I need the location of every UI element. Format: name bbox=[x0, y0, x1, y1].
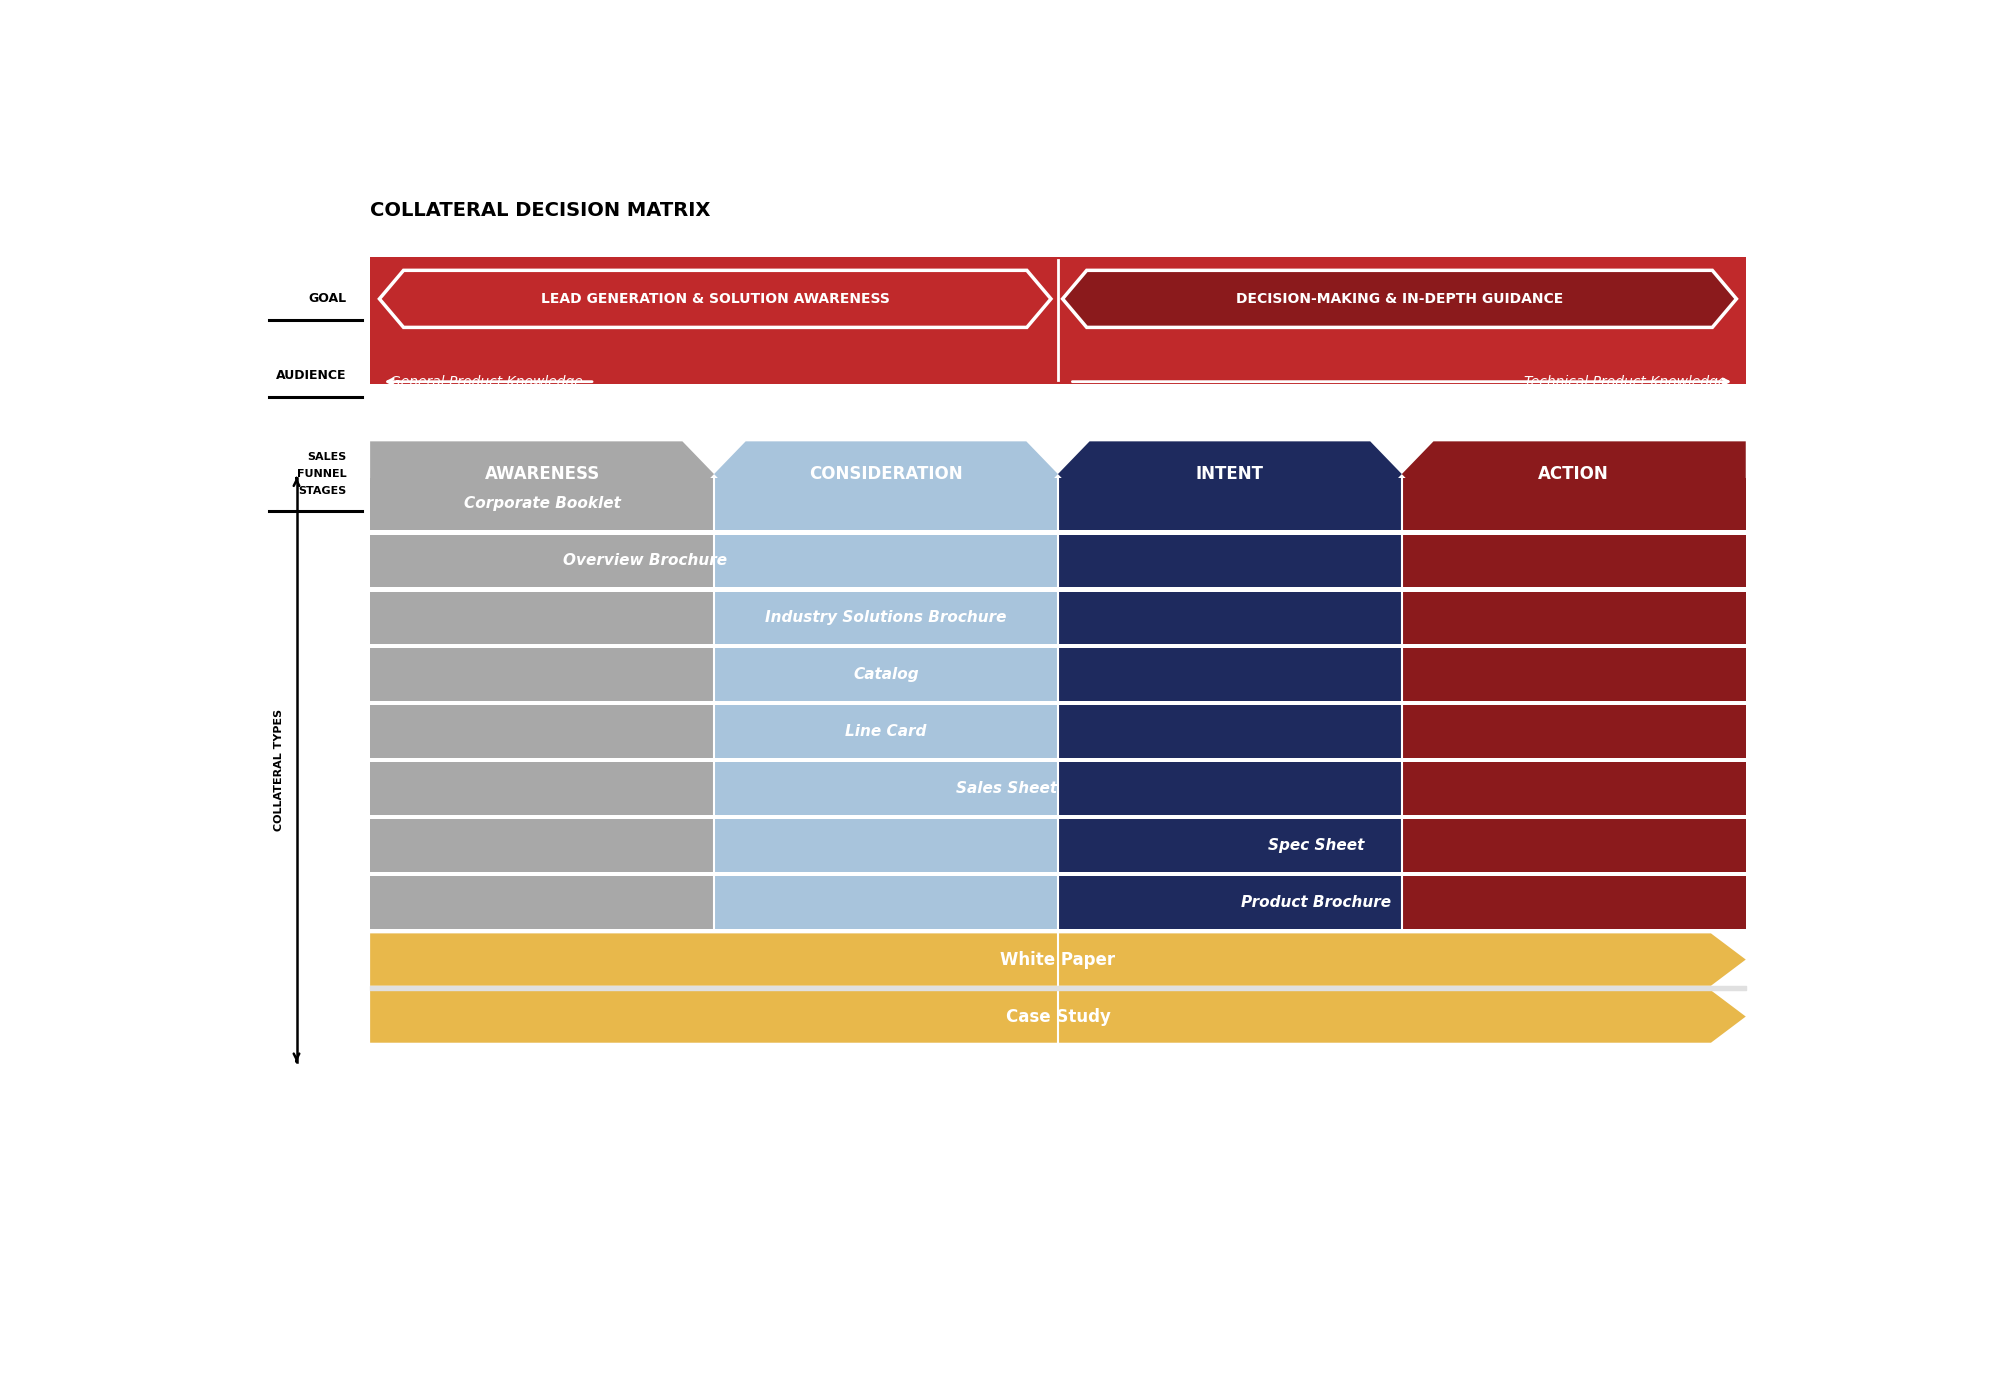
Text: Case Study: Case Study bbox=[1006, 1008, 1110, 1026]
Text: General Product Knowledge: General Product Knowledge bbox=[390, 375, 582, 389]
Bar bbox=[1402, 706, 1746, 757]
Bar bbox=[1058, 819, 1402, 872]
Bar bbox=[1058, 876, 1402, 928]
Text: COLLATERAL DECISION MATRIX: COLLATERAL DECISION MATRIX bbox=[370, 200, 710, 220]
Polygon shape bbox=[370, 990, 1746, 1043]
Bar bbox=[370, 648, 714, 701]
Bar bbox=[1402, 535, 1746, 587]
Bar bbox=[1402, 648, 1746, 701]
Bar bbox=[1058, 763, 1402, 815]
Bar bbox=[1058, 706, 1402, 757]
Bar bbox=[1058, 591, 1402, 644]
Bar bbox=[1058, 535, 1402, 587]
Bar bbox=[1058, 648, 1402, 701]
Bar bbox=[370, 535, 714, 587]
Text: Corporate Booklet: Corporate Booklet bbox=[464, 496, 620, 511]
Text: Sales Sheet: Sales Sheet bbox=[956, 781, 1056, 797]
Polygon shape bbox=[370, 934, 1746, 986]
Bar bbox=[714, 706, 1058, 757]
Text: White Paper: White Paper bbox=[1000, 951, 1116, 969]
Bar bbox=[1402, 876, 1746, 928]
Text: Overview Brochure: Overview Brochure bbox=[564, 553, 728, 568]
Bar bbox=[370, 763, 714, 815]
Polygon shape bbox=[1402, 441, 1746, 507]
Text: COLLATERAL TYPES: COLLATERAL TYPES bbox=[274, 708, 284, 830]
Bar bbox=[714, 763, 1058, 815]
Text: DECISION-MAKING & IN-DEPTH GUIDANCE: DECISION-MAKING & IN-DEPTH GUIDANCE bbox=[1236, 291, 1564, 305]
Bar bbox=[1402, 477, 1746, 529]
Bar bbox=[370, 477, 714, 529]
Text: LEAD GENERATION & SOLUTION AWARENESS: LEAD GENERATION & SOLUTION AWARENESS bbox=[540, 291, 890, 305]
Text: Line Card: Line Card bbox=[846, 724, 926, 739]
Polygon shape bbox=[380, 270, 1050, 328]
Bar bbox=[714, 876, 1058, 928]
Polygon shape bbox=[1062, 270, 1736, 328]
Text: Catalog: Catalog bbox=[854, 668, 918, 682]
Text: AWARENESS: AWARENESS bbox=[484, 465, 600, 483]
Bar bbox=[1402, 591, 1746, 644]
Text: STAGES: STAGES bbox=[298, 486, 346, 496]
Text: FUNNEL: FUNNEL bbox=[298, 469, 346, 479]
Bar bbox=[370, 819, 714, 872]
Polygon shape bbox=[714, 441, 1058, 507]
Text: INTENT: INTENT bbox=[1196, 465, 1264, 483]
Bar bbox=[714, 535, 1058, 587]
Text: Technical Product Knowledge: Technical Product Knowledge bbox=[1524, 375, 1726, 389]
Text: SALES: SALES bbox=[308, 452, 346, 462]
Text: ACTION: ACTION bbox=[1538, 465, 1610, 483]
Text: GOAL: GOAL bbox=[308, 293, 346, 305]
Bar bbox=[370, 591, 714, 644]
Bar bbox=[370, 256, 1746, 384]
Bar bbox=[1058, 477, 1402, 529]
Text: Product Brochure: Product Brochure bbox=[1240, 895, 1390, 910]
Text: CONSIDERATION: CONSIDERATION bbox=[810, 465, 962, 483]
Bar bbox=[370, 876, 714, 928]
Bar bbox=[714, 591, 1058, 644]
Polygon shape bbox=[1058, 441, 1402, 507]
Bar bbox=[714, 477, 1058, 529]
Bar bbox=[714, 648, 1058, 701]
Text: AUDIENCE: AUDIENCE bbox=[276, 370, 346, 382]
Text: Spec Sheet: Spec Sheet bbox=[1268, 839, 1364, 853]
Polygon shape bbox=[370, 441, 714, 507]
Text: Industry Solutions Brochure: Industry Solutions Brochure bbox=[766, 610, 1006, 626]
Bar bbox=[1402, 819, 1746, 872]
Bar bbox=[714, 819, 1058, 872]
Bar bbox=[1402, 763, 1746, 815]
Bar bbox=[370, 706, 714, 757]
